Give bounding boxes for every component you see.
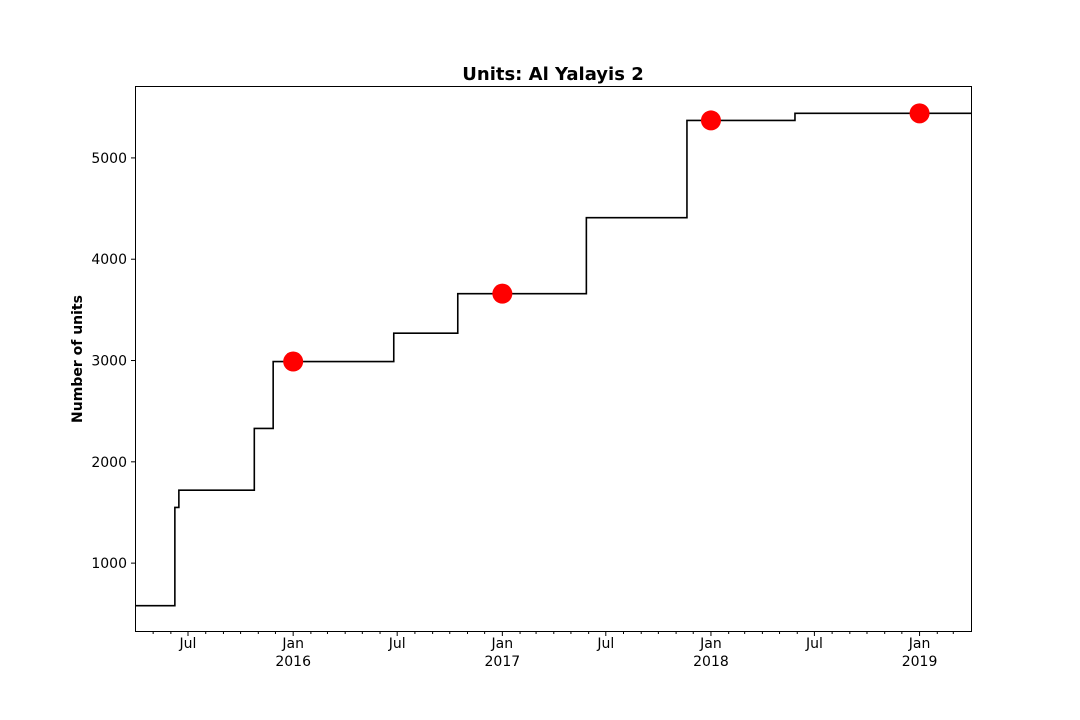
y-tick-label: 4000 [91,252,127,268]
data-point-marker [283,351,304,372]
x-tick-year-label: 2017 [485,654,521,670]
x-tick-year-label: 2018 [693,654,729,670]
y-tick-label: 1000 [91,556,127,572]
plot-area: 1000 2000 3000 4000 5000 Jul Jan 2016 Jul Jan 2017… [91,103,971,670]
data-point-marker [492,283,513,304]
x-tick-year-label: 2019 [902,654,938,670]
data-point-marker [700,110,721,131]
y-axis-label: Number of units [70,295,86,423]
x-tick-label: Jan [908,636,931,652]
x-tick-label: Jan [699,636,722,652]
y-tick-label: 5000 [91,151,127,167]
y-tick-label: 3000 [91,354,127,370]
x-tick-label: Jul [179,636,197,652]
x-tick-year-label: 2016 [275,654,311,670]
x-tick-label: Jan [491,636,514,652]
axes-frame [135,86,972,632]
x-tick-label: Jul [596,636,614,652]
step-line [136,112,971,607]
data-point-marker [909,103,930,124]
x-tick-label: Jul [388,636,406,652]
x-tick-label: Jan [281,636,304,652]
chart-title: Units: Al Yalayis 2 [462,64,643,85]
x-tick-label: Jul [805,636,823,652]
y-tick-label: 2000 [91,455,127,471]
